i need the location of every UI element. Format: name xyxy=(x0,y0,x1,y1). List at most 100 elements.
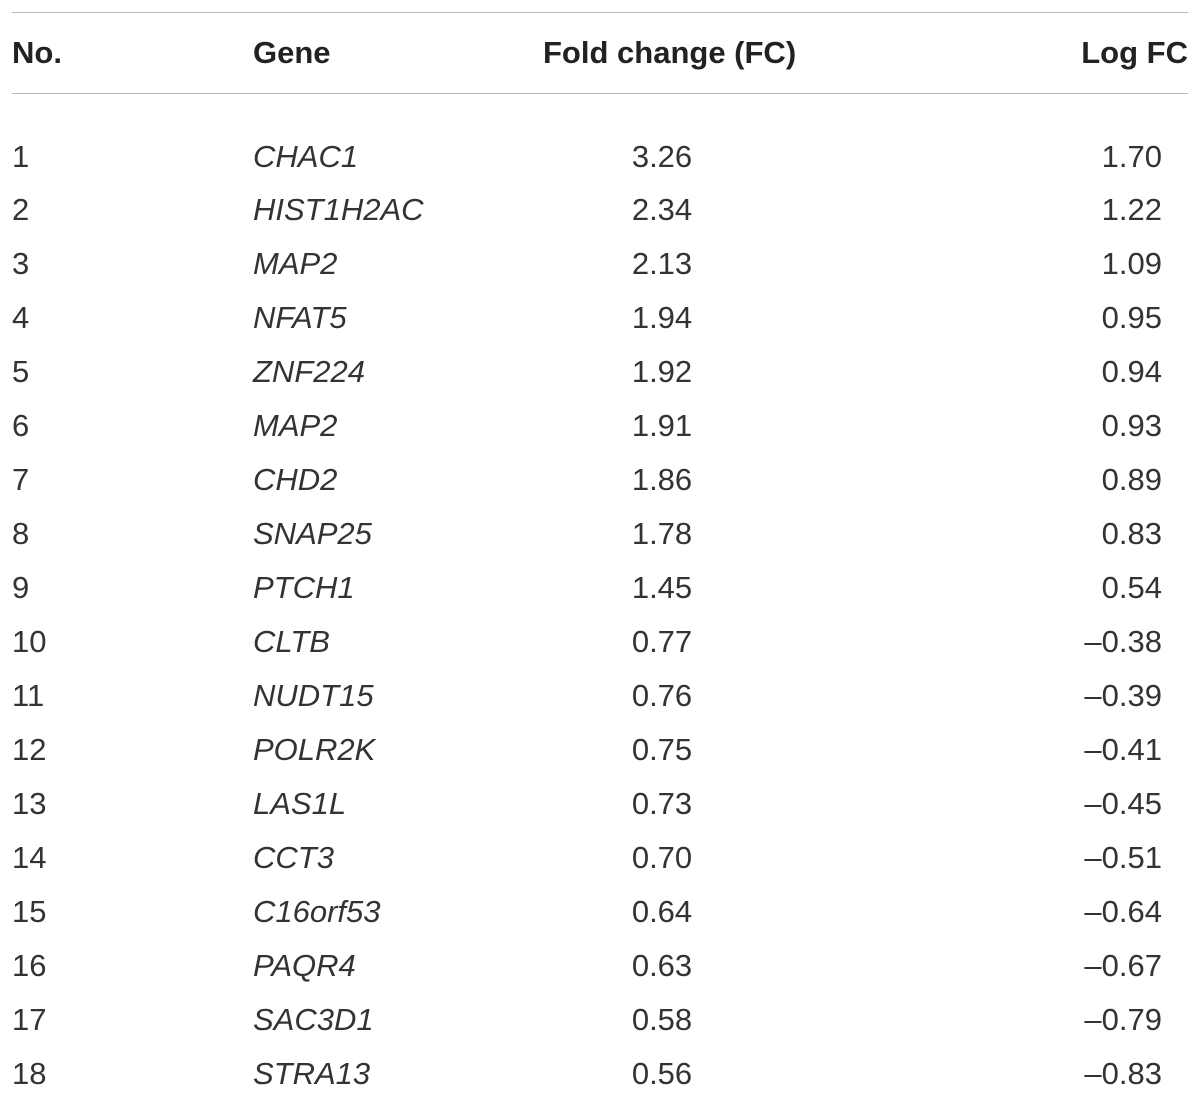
cell-log-fc: –0.79 xyxy=(1084,1002,1162,1037)
cell-no: 10 xyxy=(12,624,47,659)
cell-gene: CHD2 xyxy=(253,462,338,497)
cell-gene: NFAT5 xyxy=(253,300,347,335)
cell-gene: POLR2K xyxy=(253,732,376,767)
cell-gene: SAC3D1 xyxy=(253,1002,374,1037)
cell-fold-change: 1.91 xyxy=(631,408,693,443)
cell-no: 14 xyxy=(12,840,47,875)
cell-log-fc: 0.93 xyxy=(1101,408,1162,443)
table-row: 3 MAP2 2.13 1.09 xyxy=(12,237,1188,291)
cell-no: 17 xyxy=(12,1002,47,1037)
cell-log-fc: –0.38 xyxy=(1084,624,1162,659)
cell-fold-change: 3.26 xyxy=(631,139,693,174)
table-row: 17 SAC3D1 0.58 –0.79 xyxy=(12,993,1188,1047)
table-row: 10 CLTB 0.77 –0.38 xyxy=(12,615,1188,669)
cell-no: 4 xyxy=(12,300,30,335)
cell-log-fc: 1.09 xyxy=(1101,246,1162,281)
cell-log-fc: 1.70 xyxy=(1101,139,1162,174)
cell-no: 15 xyxy=(12,894,47,929)
gene-table-container: No. Gene Fold change (FC) Log FC 1 CHAC1 3… xyxy=(12,12,1188,1091)
cell-no: 8 xyxy=(12,516,30,551)
cell-log-fc: 0.94 xyxy=(1101,354,1162,389)
cell-no: 16 xyxy=(12,948,47,983)
cell-gene: C16orf53 xyxy=(253,894,381,929)
cell-fold-change: 1.45 xyxy=(631,570,693,605)
table-row: 7 CHD2 1.86 0.89 xyxy=(12,453,1188,507)
cell-no: 12 xyxy=(12,732,47,767)
table-row: 12 POLR2K 0.75 –0.41 xyxy=(12,723,1188,777)
cell-no: 9 xyxy=(12,570,30,605)
cell-log-fc: –0.67 xyxy=(1084,948,1162,983)
table-header: No. Gene Fold change (FC) Log FC xyxy=(12,0,1188,105)
cell-no: 5 xyxy=(12,354,30,389)
cell-fold-change: 1.92 xyxy=(631,354,693,389)
table-row: 14 CCT3 0.70 –0.51 xyxy=(12,831,1188,885)
header-row: No. Gene Fold change (FC) Log FC xyxy=(12,0,1188,105)
cell-log-fc: 0.83 xyxy=(1101,516,1162,551)
table-body: 1 CHAC1 3.26 1.70 2 HIST1H2AC 2.34 1.22 3 MAP2 2.1… xyxy=(12,105,1188,1101)
cell-gene: HIST1H2AC xyxy=(253,192,424,227)
cell-fold-change: 0.56 xyxy=(631,1056,693,1091)
cell-gene: ZNF224 xyxy=(253,354,365,389)
cell-fold-change: 0.63 xyxy=(631,948,693,983)
cell-gene: PTCH1 xyxy=(253,570,355,605)
table-row: 16 PAQR4 0.63 –0.67 xyxy=(12,939,1188,993)
cell-no: 2 xyxy=(12,192,30,227)
cell-log-fc: –0.64 xyxy=(1084,894,1162,929)
cell-log-fc: 0.54 xyxy=(1101,570,1162,605)
header-no: No. xyxy=(12,34,62,70)
cell-log-fc: –0.45 xyxy=(1084,786,1162,821)
cell-fold-change: 2.34 xyxy=(631,192,693,227)
table-row: 6 MAP2 1.91 0.93 xyxy=(12,399,1188,453)
cell-log-fc: –0.41 xyxy=(1084,732,1162,767)
cell-gene: NUDT15 xyxy=(253,678,374,713)
cell-no: 13 xyxy=(12,786,47,821)
table-row: 5 ZNF224 1.92 0.94 xyxy=(12,345,1188,399)
table-row: 9 PTCH1 1.45 0.54 xyxy=(12,561,1188,615)
cell-fold-change: 0.76 xyxy=(631,678,693,713)
cell-fold-change: 0.73 xyxy=(631,786,693,821)
header-log-fc: Log FC xyxy=(1081,34,1188,70)
cell-gene: STRA13 xyxy=(253,1056,371,1091)
cell-gene: MAP2 xyxy=(253,408,338,443)
cell-log-fc: –0.51 xyxy=(1084,840,1162,875)
gene-fold-change-table: No. Gene Fold change (FC) Log FC 1 CHAC1 3… xyxy=(12,0,1188,1101)
cell-fold-change: 0.70 xyxy=(631,840,693,875)
cell-no: 11 xyxy=(12,678,45,713)
cell-log-fc: 1.22 xyxy=(1101,192,1162,227)
table-row: 13 LAS1L 0.73 –0.45 xyxy=(12,777,1188,831)
cell-no: 6 xyxy=(12,408,30,443)
table-row: 4 NFAT5 1.94 0.95 xyxy=(12,291,1188,345)
cell-no: 18 xyxy=(12,1056,47,1091)
cell-log-fc: –0.83 xyxy=(1084,1056,1162,1091)
table-row: 1 CHAC1 3.26 1.70 xyxy=(12,105,1188,183)
cell-fold-change: 1.86 xyxy=(631,462,693,497)
cell-log-fc: 0.95 xyxy=(1101,300,1162,335)
table-row: 18 STRA13 0.56 –0.83 xyxy=(12,1047,1188,1101)
cell-gene: CCT3 xyxy=(253,840,334,875)
cell-log-fc: –0.39 xyxy=(1084,678,1162,713)
cell-fold-change: 0.58 xyxy=(631,1002,693,1037)
table-row: 15 C16orf53 0.64 –0.64 xyxy=(12,885,1188,939)
cell-fold-change: 0.77 xyxy=(631,624,693,659)
cell-no: 7 xyxy=(12,462,30,497)
cell-gene: LAS1L xyxy=(253,786,347,821)
table-row: 2 HIST1H2AC 2.34 1.22 xyxy=(12,183,1188,237)
table-row: 11 NUDT15 0.76 –0.39 xyxy=(12,669,1188,723)
cell-gene: CLTB xyxy=(253,624,330,659)
cell-fold-change: 1.94 xyxy=(631,300,693,335)
cell-no: 1 xyxy=(12,139,30,174)
cell-no: 3 xyxy=(12,246,30,281)
cell-fold-change: 2.13 xyxy=(631,246,693,281)
header-gene: Gene xyxy=(253,34,331,70)
header-fold-change: Fold change (FC) xyxy=(543,34,797,70)
cell-gene: MAP2 xyxy=(253,246,338,281)
cell-log-fc: 0.89 xyxy=(1101,462,1162,497)
cell-fold-change: 0.75 xyxy=(631,732,693,767)
cell-fold-change: 1.78 xyxy=(631,516,693,551)
table-row: 8 SNAP25 1.78 0.83 xyxy=(12,507,1188,561)
table-top-rule xyxy=(12,12,1188,13)
cell-gene: PAQR4 xyxy=(253,948,356,983)
cell-gene: SNAP25 xyxy=(253,516,372,551)
table-header-rule xyxy=(12,93,1188,94)
cell-gene: CHAC1 xyxy=(253,139,359,174)
